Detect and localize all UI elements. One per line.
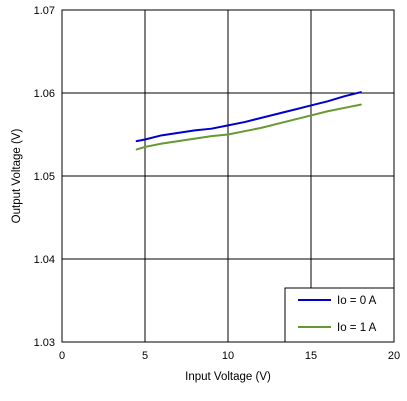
y-tick-label: 1.03 xyxy=(34,337,55,349)
series-line-1 xyxy=(135,103,362,151)
x-tick-label: 0 xyxy=(59,350,65,362)
legend-label-io-0a: Io = 0 A xyxy=(337,295,377,307)
x-tick-label: 15 xyxy=(305,350,317,362)
y-tick-labels: 1.03 1.04 1.05 1.06 1.07 xyxy=(34,5,55,349)
y-tick-label: 1.07 xyxy=(34,5,55,17)
y-tick-label: 1.05 xyxy=(34,171,55,183)
x-tick-label: 20 xyxy=(388,350,400,362)
y-tick-label: 1.04 xyxy=(34,254,55,266)
legend-box xyxy=(284,287,395,343)
x-axis-label: Input Voltage (V) xyxy=(185,371,271,383)
series-line-0 xyxy=(135,91,362,143)
y-axis-label: Output Voltage (V) xyxy=(11,129,23,224)
x-tick-labels: 0 5 10 15 20 xyxy=(59,350,400,362)
series-lines xyxy=(135,91,362,151)
plot-border xyxy=(61,9,395,343)
y-tick-label: 1.06 xyxy=(34,88,55,100)
legend: Io = 0 A Io = 1 A xyxy=(284,287,395,343)
legend-label-io-1a: Io = 1 A xyxy=(337,322,377,334)
x-tick-label: 10 xyxy=(222,350,234,362)
x-tick-label: 5 xyxy=(142,350,148,362)
